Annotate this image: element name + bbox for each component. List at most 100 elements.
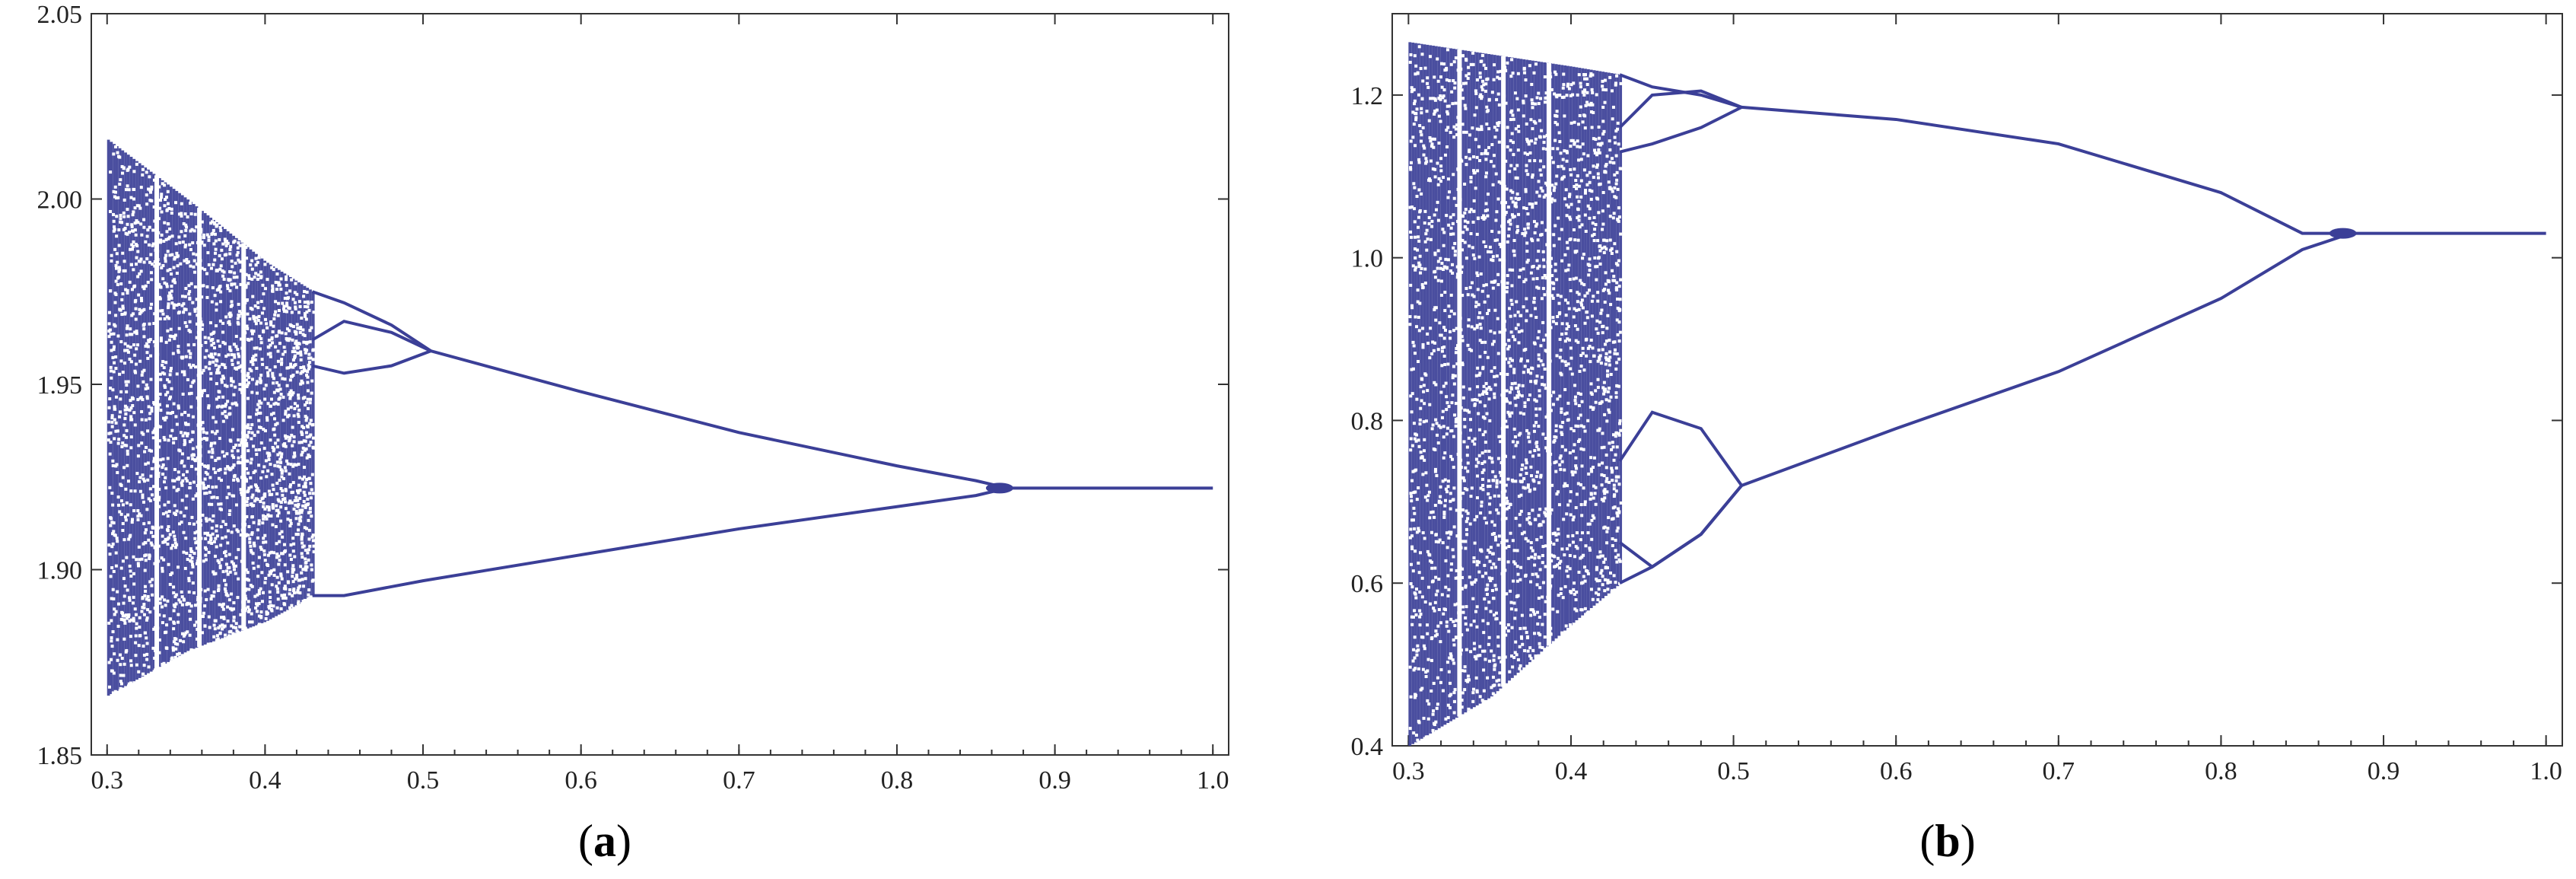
panel-b-scatter-gap (1430, 530, 1433, 534)
panel-a-scatter-gap (266, 562, 269, 566)
panel-a-scatter-gap (236, 461, 240, 465)
panel-a-scatter-gap (208, 533, 212, 537)
panel-b-scatter-gap (1412, 207, 1416, 211)
panel-a-scatter-gap (287, 511, 291, 514)
panel-a-scatter-gap (175, 303, 179, 307)
panel-a-scatter-gap (166, 457, 170, 460)
panel-a-scatter-gap (248, 317, 252, 321)
panel-b-scatter-gap (1513, 562, 1517, 565)
panel-a-scatter-gap (252, 504, 256, 508)
panel-a-scatter-gap (206, 642, 210, 646)
panel-b-scatter-gap (1600, 308, 1604, 312)
panel-a-scatter-gap (235, 275, 239, 279)
panel-a-scatter-gap (108, 397, 112, 401)
panel-b-scatter-gap (1528, 646, 1532, 650)
panel-a-scatter-gap (119, 220, 122, 224)
panel-a-scatter-gap (253, 542, 256, 546)
panel-a-scatter-gap (142, 307, 146, 311)
panel-a-scatter-gap (164, 416, 168, 419)
panel-a-scatter-gap (166, 306, 170, 310)
panel-a-scatter-gap (212, 467, 216, 471)
panel-a-scatter-gap (239, 260, 243, 264)
panel-b-scatter-gap (1442, 88, 1446, 92)
panel-b-scatter-gap (1433, 75, 1436, 79)
panel-b-scatter-gap (1602, 489, 1606, 493)
panel-b-scatter-gap (1499, 503, 1503, 507)
panel-b-scatter-gap (1498, 671, 1502, 675)
panel-a-scatter-gap (111, 532, 115, 536)
panel-a-scatter-gap (209, 444, 213, 447)
panel-a-scatter-gap (173, 504, 177, 508)
panel-b-scatter-gap (1618, 330, 1622, 334)
panel-a-scatter-gap (203, 604, 207, 608)
panel-a-scatter-gap (142, 644, 145, 648)
panel-a-scatter-gap (207, 450, 211, 454)
panel-b-scatter-gap (1417, 438, 1420, 442)
panel-a-scatter-gap (169, 327, 173, 331)
panel-a-scatter-gap (266, 505, 269, 509)
panel-b-scatter-gap (1519, 411, 1522, 415)
panel-b-scatter-gap (1471, 62, 1475, 66)
panel-b-scatter-gap (1583, 502, 1587, 506)
panel-a-scatter-gap (189, 405, 193, 409)
panel-a-scatter-gap (297, 522, 301, 526)
panel-a-scatter-gap (169, 294, 173, 298)
panel-a-scatter-gap (164, 340, 168, 344)
panel-b-scatter-gap (1490, 160, 1493, 164)
panel-a-scatter-gap (145, 618, 149, 622)
panel-a-scatter-gap (281, 377, 285, 381)
panel-a-scatter-gap (186, 377, 189, 381)
panel-a-scatter-gap (175, 251, 179, 255)
panel-b-scatter-gap (1496, 511, 1500, 515)
panel-b-scatter-gap (1484, 340, 1487, 344)
panel-a-scatter-gap (218, 624, 222, 628)
panel-b-scatter-gap (1497, 103, 1501, 107)
panel-a-lower-branch (312, 486, 1008, 597)
panel-a-scatter-gap (176, 642, 180, 646)
panel-b-scatter-gap (1595, 577, 1598, 581)
panel-a-scatter-gap (226, 541, 230, 545)
panel-b-scatter-gap (1618, 298, 1622, 301)
panel-b-scatter-gap (1576, 440, 1580, 444)
panel-a-scatter-gap (164, 540, 167, 544)
panel-b-scatter-gap (1447, 588, 1451, 591)
panel-a-scatter-gap (252, 566, 256, 570)
panel-b-scatter-gap (1604, 339, 1608, 343)
panel-a-scatter-gap (183, 410, 187, 414)
panel-a-scatter-gap (148, 338, 152, 342)
panel-a-scatter-gap (149, 271, 153, 275)
panel-a-scatter-gap (135, 347, 138, 351)
panel-a-scatter-gap (237, 630, 240, 634)
panel-a-scatter-gap (298, 519, 302, 523)
panel-b-scatter-gap (1505, 592, 1509, 596)
panel-b-scatter-gap (1481, 619, 1485, 623)
panel-a-scatter-gap (233, 445, 237, 449)
panel-a-scatter-gap (266, 326, 269, 330)
panel-b-scatter-gap (1552, 244, 1556, 247)
panel-b-scatter-gap (1615, 529, 1619, 533)
panel-a-scatter-gap (172, 627, 176, 631)
panel-a-scatter-gap (297, 511, 301, 515)
panel-b-scatter-gap (1420, 377, 1423, 381)
panel-b-scatter-gap (1499, 621, 1503, 625)
panel-a-scatter-gap (169, 369, 173, 373)
panel-a-scatter-gap (232, 607, 236, 611)
panel-a-scatter-gap (245, 378, 249, 382)
panel-a-scatter-gap (255, 366, 259, 370)
panel-a-scatter-gap (152, 205, 156, 209)
panel-a-scatter-gap (301, 568, 305, 572)
panel-a-scatter-gap (151, 525, 154, 529)
panel-a-scatter-gap (224, 244, 228, 247)
panel-a-scatter-gap (254, 263, 258, 267)
panel-b-scatter-gap (1603, 78, 1607, 82)
panel-a-scatter-gap (164, 538, 168, 542)
panel-a-scatter-gap (109, 209, 113, 213)
panel-a-scatter-gap (191, 447, 195, 451)
panel-b-scatter-gap (1482, 384, 1486, 388)
panel-a-scatter-gap (288, 378, 292, 382)
panel-a-scatter-gap (308, 510, 312, 514)
panel-a-scatter-gap (170, 211, 173, 215)
panel-a-scatter-gap (189, 482, 192, 486)
panel-a-scatter-gap (291, 567, 294, 571)
panel-a-scatter-gap (141, 167, 145, 171)
